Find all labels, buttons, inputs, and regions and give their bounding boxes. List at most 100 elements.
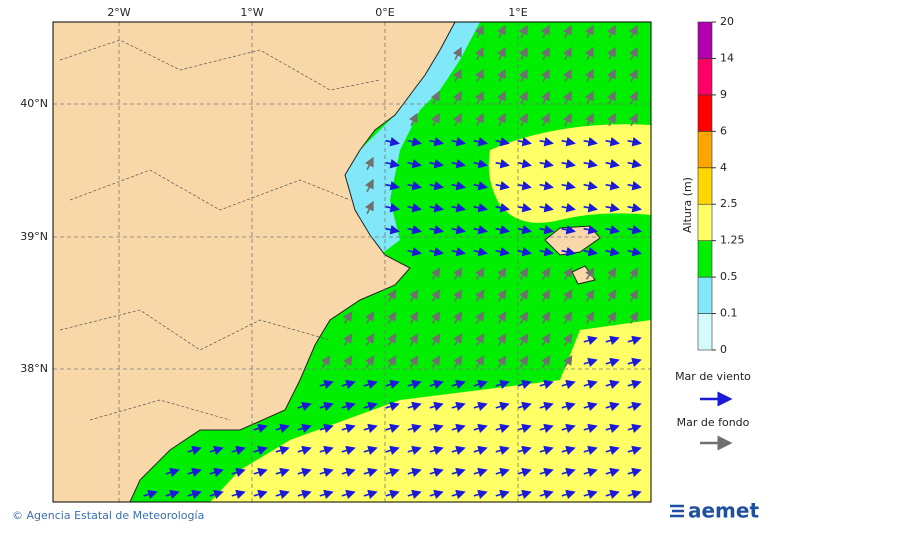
- swell-arrow: [387, 333, 397, 346]
- wind-sea-arrow: [275, 423, 290, 434]
- colorbar-label: 0: [720, 343, 727, 356]
- wind-sea-arrow: [495, 158, 510, 169]
- wind-sea-arrow: [429, 224, 444, 235]
- wind-sea-arrow: [539, 489, 554, 500]
- wind-sea-arrow: [539, 379, 554, 390]
- swell-arrow: [519, 112, 528, 127]
- wind-sea-arrow: [583, 246, 598, 257]
- wind-sea-arrow: [583, 202, 598, 213]
- wind-sea-arrow: [561, 224, 576, 235]
- wind-sea-arrow: [363, 445, 378, 456]
- island: [544, 225, 601, 256]
- swell-arrow: [607, 46, 616, 61]
- wind-sea-arrow: [627, 180, 642, 191]
- legend-label: Mar de fondo: [677, 416, 750, 429]
- wind-sea-arrow: [473, 136, 488, 147]
- wind-sea-arrow: [297, 467, 312, 478]
- swell-arrow: [563, 112, 572, 127]
- logo-text: aemet: [688, 499, 759, 523]
- wind-sea-arrow: [517, 489, 532, 500]
- swell-arrow: [387, 311, 397, 324]
- swell-arrow: [607, 289, 617, 302]
- swell-arrow: [607, 267, 617, 280]
- wind-sea-arrow: [605, 158, 620, 169]
- wind-sea-arrow: [605, 180, 620, 191]
- wind-sea-arrow: [561, 423, 576, 434]
- swell-arrow: [409, 333, 419, 346]
- swell-arrow: [541, 24, 550, 39]
- swell-arrow: [365, 200, 374, 215]
- swell-arrow: [365, 355, 375, 368]
- swell-arrow: [585, 289, 595, 302]
- wind-sea-arrow: [627, 158, 642, 169]
- wind-sea-arrow: [341, 379, 356, 390]
- wind-sea-arrow: [495, 379, 510, 390]
- swell-arrow: [519, 311, 529, 324]
- colorbar-band: [697, 313, 713, 351]
- swell-arrow: [585, 267, 595, 280]
- province-border: [59, 39, 381, 421]
- wind-sea-arrow: [451, 401, 466, 412]
- wind-sea-arrow: [231, 445, 246, 456]
- wind-sea-arrow: [583, 158, 598, 169]
- wind-sea-arrow: [341, 489, 356, 500]
- wind-sea-arrow: [605, 202, 620, 213]
- colorbar: 0 0.1 0.5 1.25 2.5 4 6 9 14 20: [697, 15, 745, 356]
- wind-sea-arrow: [319, 467, 334, 478]
- wind-sea-arrow: [363, 379, 378, 390]
- swell-arrow: [453, 333, 463, 346]
- swell-arrow: [343, 333, 353, 346]
- swell-arrow: [475, 112, 484, 127]
- wind-sea-arrow: [451, 202, 466, 213]
- swell-arrow: [431, 267, 441, 280]
- swell-arrow: [431, 355, 441, 368]
- wind-sea-arrow: [429, 202, 444, 213]
- wind-sea-arrow: [605, 489, 620, 500]
- wind-sea-arrow: [473, 423, 488, 434]
- swell-arrow: [387, 289, 397, 302]
- wind-sea-arrow: [561, 180, 576, 191]
- wind-sea-arrow: [451, 467, 466, 478]
- wind-sea-arrow: [473, 467, 488, 478]
- wind-sea-arrow: [429, 489, 444, 500]
- swell-arrow: [519, 333, 529, 346]
- wind-sea-arrow: [605, 357, 620, 368]
- colorbar-label: 1.25: [720, 234, 745, 247]
- swell-arrow: [475, 24, 484, 39]
- wind-sea-arrow: [473, 445, 488, 456]
- swell-arrow: [343, 311, 353, 324]
- wind-sea-arrow: [473, 180, 488, 191]
- swell-arrow: [563, 355, 573, 368]
- wind-sea-arrow: [363, 423, 378, 434]
- wind-sea-arrow: [583, 423, 598, 434]
- swell-arrow: [475, 355, 485, 368]
- swell-arrow: [453, 68, 462, 83]
- swell-arrow: [519, 90, 528, 105]
- swell-arrow: [453, 311, 463, 324]
- colorbar-label: 4: [720, 161, 727, 174]
- swell-arrow: [321, 355, 331, 368]
- wind-sea-arrow: [165, 489, 180, 500]
- wind-sea-arrow: [253, 445, 268, 456]
- swell-arrow: [343, 355, 353, 368]
- swell-arrow: [409, 289, 419, 302]
- wind-sea-arrow: [561, 379, 576, 390]
- wind-sea-arrow: [429, 467, 444, 478]
- swell-arrow: [519, 24, 528, 39]
- colorbar-label: 6: [720, 124, 727, 137]
- lat-label: 39°N: [20, 230, 48, 243]
- swell-arrow: [453, 355, 463, 368]
- wind-sea-arrow: [517, 423, 532, 434]
- swell-arrow: [585, 311, 595, 324]
- colorbar-band: [697, 21, 713, 59]
- wind-sea-arrow: [627, 357, 642, 368]
- wind-sea-arrow: [627, 224, 642, 235]
- wind-sea-arrow: [561, 158, 576, 169]
- colorbar-band: [697, 203, 713, 241]
- wind-sea-arrow: [385, 202, 400, 213]
- wind-sea-arrow: [605, 379, 620, 390]
- wind-sea-arrow: [209, 467, 224, 478]
- swell-arrow: [541, 289, 551, 302]
- wind-sea-arrow: [297, 489, 312, 500]
